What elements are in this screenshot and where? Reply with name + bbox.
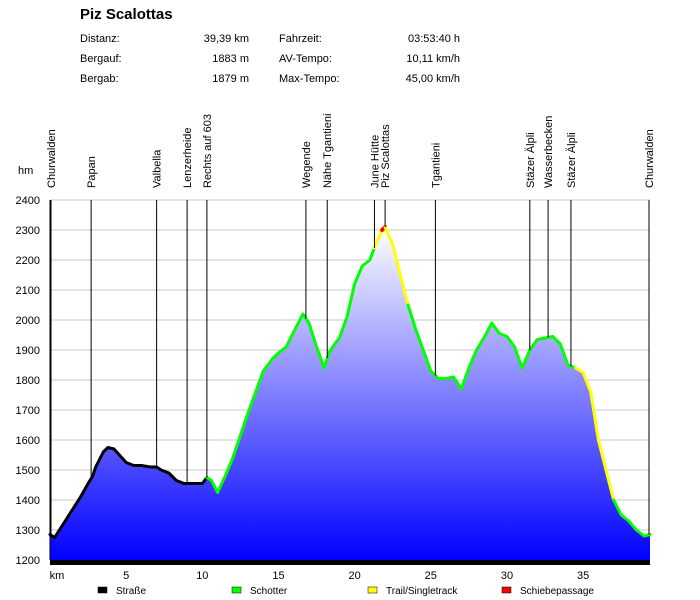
waypoint-label: Lenzerheide	[182, 127, 194, 188]
x-tick-label: 35	[577, 570, 589, 582]
stat-label: AV-Tempo:	[279, 53, 332, 65]
legend-swatch	[501, 586, 512, 594]
surface-segment	[48, 446, 209, 539]
y-tick-label: 1400	[16, 495, 40, 507]
legend-swatch	[97, 586, 108, 594]
x-tick-label: 30	[501, 570, 513, 582]
stat-label: Distanz:	[80, 33, 120, 45]
stat-label: Bergauf:	[80, 53, 122, 65]
axes: 1200 1300 1400 1500 1600 1700 1800 1900 2000 2100…	[16, 165, 650, 582]
elevation-area	[50, 227, 650, 560]
x-tick-label: 10	[196, 570, 208, 582]
x-tick-label: 5	[123, 570, 129, 582]
waypoint-label: Churwalden	[46, 129, 58, 188]
waypoint-label: Piz Scalottas	[380, 124, 392, 188]
surface-segment	[406, 303, 577, 391]
stat-value: 45,00 km/h	[405, 73, 460, 85]
stat-label: Bergab:	[80, 73, 119, 85]
legend-swatch	[231, 586, 242, 594]
stats-panel: Piz Scalottas Distanz: 39,39 km Fahrzeit…	[80, 6, 460, 89]
waypoint-label: Wasserbecken	[543, 116, 555, 188]
y-tick-label: 2000	[16, 315, 40, 327]
surface-segment	[205, 246, 376, 494]
stat-value: 1879 m	[212, 73, 249, 85]
y-tick-label: 1300	[16, 525, 40, 537]
legend-label: Schotter	[250, 586, 288, 597]
y-tick-label: 1600	[16, 435, 40, 447]
legend: Straße Schotter Trail/Singletrack Schiebepa…	[97, 586, 594, 597]
y-tick-label: 2300	[16, 225, 40, 237]
y-tick-label: 1800	[16, 375, 40, 387]
legend-label: Schiebepassage	[520, 586, 594, 597]
y-tick-label: 1900	[16, 345, 40, 357]
profile-line	[48, 225, 652, 539]
waypoint-label: Nähe Tgantieni	[322, 114, 334, 188]
waypoint-label: Churwalden	[644, 129, 656, 188]
waypoint-label: June Hütte	[369, 135, 381, 188]
surface-segment	[372, 228, 384, 250]
y-tick-label: 1700	[16, 405, 40, 417]
waypoint-label: Wegende	[301, 141, 313, 188]
legend-label: Straße	[116, 586, 146, 597]
stat-value: 1883 m	[212, 53, 249, 65]
page-title: Piz Scalottas	[80, 6, 173, 23]
stat-value: 03:53:40 h	[408, 33, 460, 45]
y-tick-label: 2100	[16, 285, 40, 297]
stat-label: Max-Tempo:	[279, 73, 340, 85]
y-tick-label: 2200	[16, 255, 40, 267]
x-tick-label: 25	[425, 570, 437, 582]
waypoint-label: Stäzer Älpli	[525, 132, 537, 188]
y-tick-label: 2400	[16, 195, 40, 207]
surface-segment	[612, 498, 652, 538]
waypoint-label: Rechts auf 603	[202, 114, 214, 188]
stat-value: 10,11 km/h	[406, 53, 460, 65]
y-tick-label: 1200	[16, 555, 40, 567]
x-axis-line	[50, 560, 650, 565]
stat-label: Fahrzeit:	[279, 33, 322, 45]
legend-swatch	[367, 586, 378, 594]
x-axis-title: km	[50, 570, 65, 582]
y-axis-title: hm	[18, 165, 33, 177]
stats-row: Distanz: 39,39 km Fahrzeit: 03:53:40 h	[80, 29, 460, 49]
waypoint-markers: Churwalden Papan Valbella Lenzerheide Rechts…	[46, 114, 656, 535]
waypoint-label: Stäzer Älpli	[566, 132, 578, 188]
waypoint-label: Tgantieni	[430, 143, 442, 188]
surface-segment	[383, 225, 410, 307]
x-tick-label: 20	[349, 570, 361, 582]
waypoint-label: Papan	[86, 156, 98, 188]
x-tick-label: 15	[272, 570, 284, 582]
stat-value: 39,39 km	[203, 33, 249, 45]
waypoint-label: Valbella	[152, 149, 164, 188]
legend-label: Trail/Singletrack	[386, 586, 458, 597]
surface-segment	[574, 366, 616, 502]
y-tick-label: 1500	[16, 465, 40, 477]
stats-row: Bergab: 1879 m Max-Tempo: 45,00 km/h	[80, 69, 460, 89]
stats-table: Distanz: 39,39 km Fahrzeit: 03:53:40 h B…	[80, 29, 460, 89]
stats-row: Bergauf: 1883 m AV-Tempo: 10,11 km/h	[80, 49, 460, 69]
